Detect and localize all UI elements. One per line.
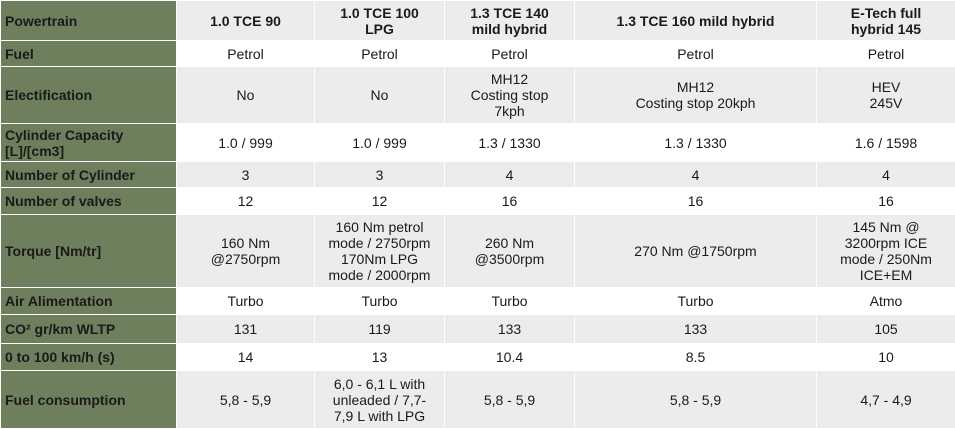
table-cell: Petrol xyxy=(817,41,955,67)
table-cell: MH12 Costing stop 20kph xyxy=(575,67,817,124)
table-cell: Turbo xyxy=(575,288,817,315)
table-cell: Petrol xyxy=(177,41,315,67)
row-label: CO² gr/km WLTP xyxy=(1,315,177,344)
table-cell: 16 xyxy=(445,188,575,215)
table-row: Torque [Nm/tr] 160 Nm @2750rpm 160 Nm pe… xyxy=(1,215,955,288)
table-cell: 4 xyxy=(575,162,817,188)
table-cell: Turbo xyxy=(445,288,575,315)
table-cell: 119 xyxy=(315,315,445,344)
table-cell: 12 xyxy=(177,188,315,215)
table-cell: No xyxy=(177,67,315,124)
table-cell: 3 xyxy=(177,162,315,188)
table-cell: MH12 Costing stop 7kph xyxy=(445,67,575,124)
table-cell: 1.0 / 999 xyxy=(315,124,445,162)
table-cell: 3 xyxy=(315,162,445,188)
table-cell: 16 xyxy=(575,188,817,215)
row-label: Number of valves xyxy=(1,188,177,215)
table-row: CO² gr/km WLTP 131 119 133 133 105 xyxy=(1,315,955,344)
table-cell: 1.3 / 1330 xyxy=(445,124,575,162)
table-cell: 4,7 - 4,9 xyxy=(817,371,955,429)
table-cell: 10.4 xyxy=(445,344,575,371)
table-cell: 145 Nm @ 3200rpm ICE mode / 250Nm ICE+EM xyxy=(817,215,955,288)
table-cell: Atmo xyxy=(817,288,955,315)
row-label: Air Alimentation xyxy=(1,288,177,315)
table-cell: 14 xyxy=(177,344,315,371)
table-cell: Petrol xyxy=(315,41,445,67)
table-cell: No xyxy=(315,67,445,124)
table-cell: 160 Nm @2750rpm xyxy=(177,215,315,288)
table-row: 0 to 100 km/h (s) 14 13 10.4 8.5 10 xyxy=(1,344,955,371)
table-cell: 16 xyxy=(817,188,955,215)
table-cell: 4 xyxy=(817,162,955,188)
column-header: 1.3 TCE 140 mild hybrid xyxy=(445,1,575,41)
row-label: Cylinder Capacity [L]/[cm3] xyxy=(1,124,177,162)
table-row: Number of valves 12 12 16 16 16 xyxy=(1,188,955,215)
table-cell: 133 xyxy=(445,315,575,344)
table-header-row: Powertrain 1.0 TCE 90 1.0 TCE 100 LPG 1.… xyxy=(1,1,955,41)
table-cell: 1.6 / 1598 xyxy=(817,124,955,162)
table-cell: 105 xyxy=(817,315,955,344)
table-cell: Turbo xyxy=(177,288,315,315)
table-cell: 5,8 - 5,9 xyxy=(575,371,817,429)
table-cell: Petrol xyxy=(575,41,817,67)
table-cell: 10 xyxy=(817,344,955,371)
table-row: Electification No No MH12 Costing stop 7… xyxy=(1,67,955,124)
column-header: E-Tech full hybrid 145 xyxy=(817,1,955,41)
table-cell: 1.3 / 1330 xyxy=(575,124,817,162)
table-cell: 4 xyxy=(445,162,575,188)
table-cell: 8.5 xyxy=(575,344,817,371)
table-row: Cylinder Capacity [L]/[cm3] 1.0 / 999 1.… xyxy=(1,124,955,162)
row-label: Torque [Nm/tr] xyxy=(1,215,177,288)
column-header: 1.3 TCE 160 mild hybrid xyxy=(575,1,817,41)
table-cell: 13 xyxy=(315,344,445,371)
table-cell: Turbo xyxy=(315,288,445,315)
table-cell: 5,8 - 5,9 xyxy=(177,371,315,429)
row-label: Electification xyxy=(1,67,177,124)
table-cell: 260 Nm @3500rpm xyxy=(445,215,575,288)
column-header: 1.0 TCE 100 LPG xyxy=(315,1,445,41)
table-cell: 133 xyxy=(575,315,817,344)
column-header: 1.0 TCE 90 xyxy=(177,1,315,41)
row-label: 0 to 100 km/h (s) xyxy=(1,344,177,371)
header-powertrain-label: Powertrain xyxy=(1,1,177,41)
table-cell: 1.0 / 999 xyxy=(177,124,315,162)
table-cell: HEV 245V xyxy=(817,67,955,124)
table-cell: 12 xyxy=(315,188,445,215)
table-row: Fuel Petrol Petrol Petrol Petrol Petrol xyxy=(1,41,955,67)
table-cell: 160 Nm petrol mode / 2750rpm 170Nm LPG m… xyxy=(315,215,445,288)
row-label: Fuel consumption xyxy=(1,371,177,429)
table-cell: Petrol xyxy=(445,41,575,67)
row-label: Number of Cylinder xyxy=(1,162,177,188)
table-cell: 5,8 - 5,9 xyxy=(445,371,575,429)
table-cell: 270 Nm @1750rpm xyxy=(575,215,817,288)
row-label: Fuel xyxy=(1,41,177,67)
table-row: Number of Cylinder 3 3 4 4 4 xyxy=(1,162,955,188)
table-row: Fuel consumption 5,8 - 5,9 6,0 - 6,1 L w… xyxy=(1,371,955,429)
table-row: Air Alimentation Turbo Turbo Turbo Turbo… xyxy=(1,288,955,315)
table-cell: 6,0 - 6,1 L with unleaded / 7,7- 7,9 L w… xyxy=(315,371,445,429)
table-cell: 131 xyxy=(177,315,315,344)
